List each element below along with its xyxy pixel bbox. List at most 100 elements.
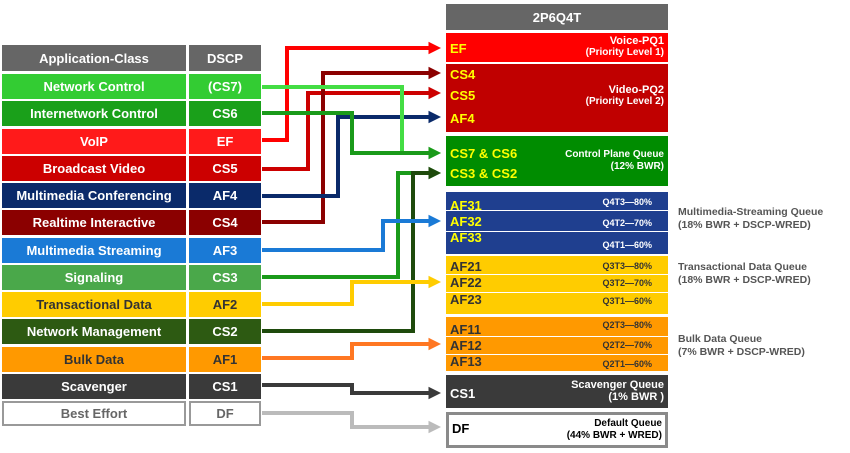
bulk-data-queue: AF11 AF12 AF13 Q2T3—80% Q2T2—70% Q2T1—60… bbox=[446, 317, 668, 371]
transactional-data-queue: AF21 AF22 AF23 Q3T3—80% Q3T2—70% Q3T1—60… bbox=[446, 256, 668, 314]
arrow-ef bbox=[262, 41, 442, 142]
class-multimedia-streaming: Multimedia Streaming bbox=[2, 238, 186, 263]
threshold-q3t1: Q3T1—60% bbox=[602, 296, 652, 306]
dscp-transactional-data: AF2 bbox=[189, 292, 261, 317]
video-pq2-title: Video-PQ2 bbox=[608, 84, 664, 96]
class-network-control: Network Control bbox=[2, 74, 186, 99]
dscp-scavenger: CS1 bbox=[189, 374, 261, 399]
threshold-q4t3: Q4T3—80% bbox=[602, 197, 652, 207]
class-best-effort: Best Effort bbox=[2, 401, 186, 426]
transactional-side-label: Transactional Data Queue (18% BWR + DSCP… bbox=[678, 261, 811, 287]
class-multimedia-conferencing: Multimedia Conferencing bbox=[2, 183, 186, 208]
control-plane-queue: CS7 & CS6 CS3 & CS2 Control Plane Queue … bbox=[446, 136, 668, 186]
queue-mark-df: DF bbox=[452, 421, 470, 436]
dscp-bulk-data: AF1 bbox=[189, 347, 261, 372]
dscp-header: DSCP bbox=[189, 45, 261, 71]
threshold-q3t3: Q3T3—80% bbox=[602, 261, 652, 271]
mm-streaming-side-label: Multimedia-Streaming Queue (18% BWR + DS… bbox=[678, 206, 823, 232]
arrow-cs3 bbox=[262, 166, 442, 279]
class-header: Application-Class bbox=[2, 45, 186, 71]
class-bulk-data: Bulk Data bbox=[2, 347, 186, 372]
transactional-side-bwr: (18% BWR + DSCP-WRED) bbox=[678, 274, 811, 286]
arrow-cs2 bbox=[262, 166, 442, 333]
voice-pq1-title: Voice-PQ1 bbox=[609, 35, 664, 47]
queue-mark-cs5: CS5 bbox=[450, 88, 476, 103]
bulk-side-bwr: (7% BWR + DSCP-WRED) bbox=[678, 346, 805, 358]
class-realtime-interactive: Realtime Interactive bbox=[2, 210, 186, 235]
dscp-realtime-interactive: CS4 bbox=[189, 210, 261, 235]
arrow-af3 bbox=[262, 214, 442, 252]
threshold-q4t2: Q4T2—70% bbox=[602, 218, 652, 228]
default-queue: DF Default Queue (44% BWR + WRED) bbox=[446, 412, 668, 448]
dscp-voip: EF bbox=[189, 129, 261, 154]
queue-mark-cs3-cs2: CS3 & CS2 bbox=[450, 166, 518, 181]
arrow-cs4 bbox=[262, 66, 442, 224]
arrow-af4 bbox=[262, 110, 442, 198]
default-title: Default Queue bbox=[594, 418, 662, 429]
class-signaling: Signaling bbox=[2, 265, 186, 290]
scavenger-title: Scavenger Queue bbox=[571, 379, 664, 391]
video-pq2-priority: (Priority Level 2) bbox=[585, 96, 664, 107]
mm-streaming-side-bwr: (18% BWR + DSCP-WRED) bbox=[678, 219, 811, 231]
threshold-q3t2: Q3T2—70% bbox=[602, 278, 652, 288]
voice-pq1-label: Voice-PQ1 (Priority Level 1) bbox=[586, 35, 664, 59]
arrow-af1 bbox=[262, 337, 442, 360]
voice-pq1-queue: EF Voice-PQ1 (Priority Level 1) bbox=[446, 33, 668, 62]
scavenger-label: Scavenger Queue (1% BWR ) bbox=[571, 379, 664, 403]
queue-mark-ef: EF bbox=[450, 41, 467, 56]
queue-mark-af31: AF31 bbox=[450, 198, 482, 213]
dscp-signaling: CS3 bbox=[189, 265, 261, 290]
arrow-cs1 bbox=[262, 383, 442, 400]
default-label: Default Queue (44% BWR + WRED) bbox=[567, 418, 662, 442]
class-scavenger: Scavenger bbox=[2, 374, 186, 399]
threshold-q4t1: Q4T1—60% bbox=[602, 240, 652, 250]
queue-mark-af13: AF13 bbox=[450, 354, 482, 369]
threshold-q2t3: Q2T3—80% bbox=[602, 320, 652, 330]
queue-mark-af33: AF33 bbox=[450, 230, 482, 245]
bulk-side-label: Bulk Data Queue (7% BWR + DSCP-WRED) bbox=[678, 333, 805, 359]
queue-structure-header: 2P6Q4T bbox=[446, 4, 668, 30]
arrow-af2 bbox=[262, 275, 442, 306]
video-pq2-label: Video-PQ2 (Priority Level 2) bbox=[586, 84, 664, 108]
dscp-network-control: (CS7) bbox=[189, 74, 261, 99]
control-plane-bwr: (12% BWR) bbox=[610, 161, 664, 172]
threshold-q2t2: Q2T2—70% bbox=[602, 340, 652, 350]
video-pq2-queue: CS4 CS5 AF4 Video-PQ2 (Priority Level 2) bbox=[446, 64, 668, 132]
dscp-internetwork-control: CS6 bbox=[189, 101, 261, 126]
class-transactional-data: Transactional Data bbox=[2, 292, 186, 317]
dscp-multimedia-conferencing: AF4 bbox=[189, 183, 261, 208]
queue-mark-af32: AF32 bbox=[450, 214, 482, 229]
voice-pq1-priority: (Priority Level 1) bbox=[585, 47, 664, 58]
queue-mark-cs7-cs6: CS7 & CS6 bbox=[450, 146, 518, 161]
dscp-broadcast-video: CS5 bbox=[189, 156, 261, 181]
dscp-best-effort: DF bbox=[189, 401, 261, 426]
class-internetwork-control: Internetwork Control bbox=[2, 101, 186, 126]
queue-mark-af12: AF12 bbox=[450, 338, 482, 353]
bulk-side-title: Bulk Data Queue bbox=[678, 333, 763, 345]
queue-mark-af23: AF23 bbox=[450, 292, 482, 307]
default-bwr: (44% BWR + WRED) bbox=[566, 430, 662, 441]
arrow-cs6 bbox=[262, 111, 442, 160]
scavenger-queue: CS1 Scavenger Queue (1% BWR ) bbox=[446, 375, 668, 408]
queue-mark-af4: AF4 bbox=[450, 111, 475, 126]
control-plane-label: Control Plane Queue (12% BWR) bbox=[565, 149, 664, 173]
multimedia-streaming-queue: AF31 AF32 AF33 Q4T3—80% Q4T2—70% Q4T1—60… bbox=[446, 192, 668, 254]
transactional-side-title: Transactional Data Queue bbox=[678, 261, 807, 273]
queue-mark-af11: AF11 bbox=[450, 322, 482, 337]
queue-mark-cs1: CS1 bbox=[450, 386, 476, 401]
class-voip: VoIP bbox=[2, 129, 186, 154]
threshold-q2t1: Q2T1—60% bbox=[602, 359, 652, 369]
mm-streaming-side-title: Multimedia-Streaming Queue bbox=[678, 206, 824, 218]
class-network-management: Network Management bbox=[2, 319, 186, 344]
dscp-network-management: CS2 bbox=[189, 319, 261, 344]
arrow-df bbox=[262, 411, 442, 434]
class-broadcast-video: Broadcast Video bbox=[2, 156, 186, 181]
arrow-cs5 bbox=[262, 86, 442, 171]
control-plane-title: Control Plane Queue bbox=[565, 149, 664, 160]
queue-mark-af22: AF22 bbox=[450, 275, 482, 290]
queue-mark-af21: AF21 bbox=[450, 259, 482, 274]
queue-mark-cs4: CS4 bbox=[450, 67, 476, 82]
scavenger-bwr: (1% BWR ) bbox=[608, 391, 664, 403]
dscp-multimedia-streaming: AF3 bbox=[189, 238, 261, 263]
